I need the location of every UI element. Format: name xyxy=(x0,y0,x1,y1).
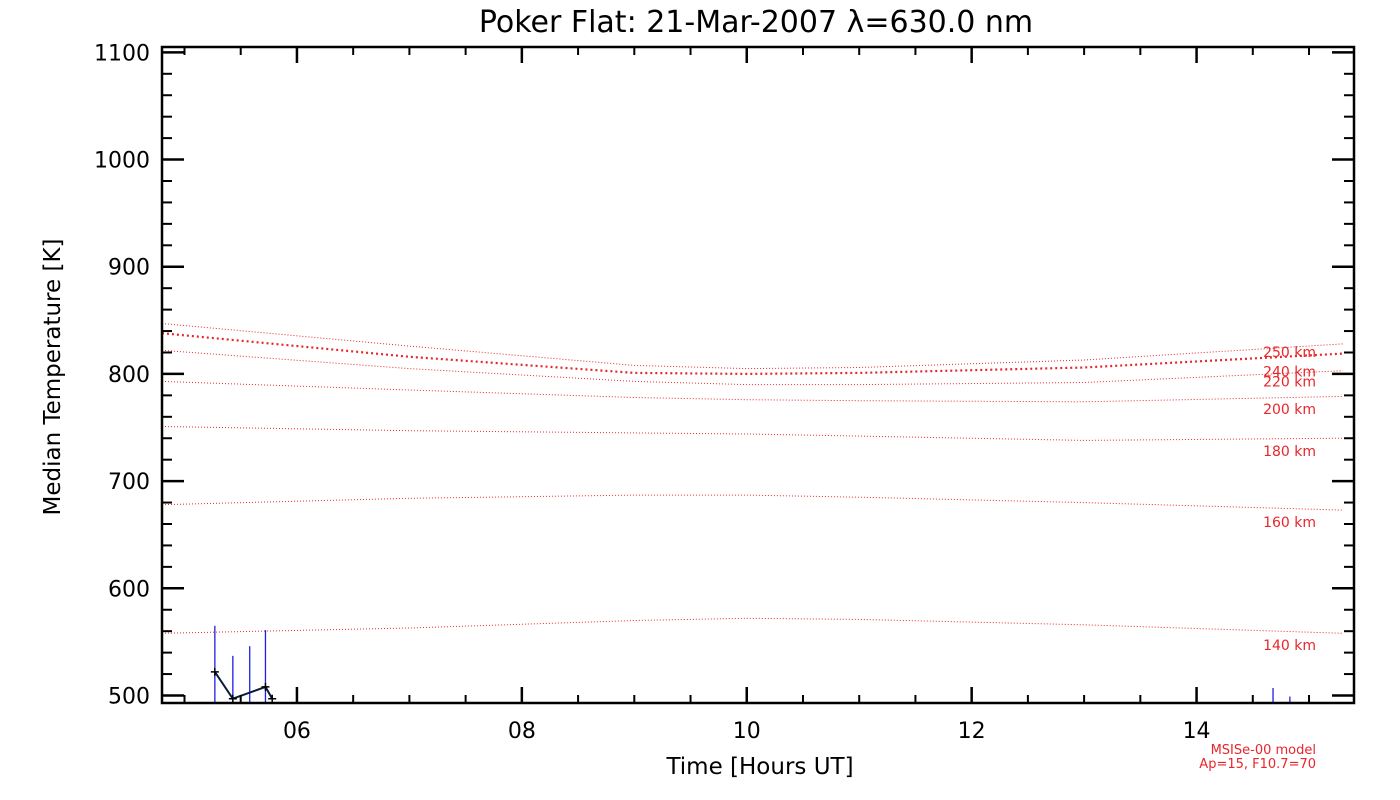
model-curve-220-km xyxy=(161,349,1343,386)
model-curve-240-km xyxy=(161,332,1343,376)
measurement-series xyxy=(210,625,1291,703)
y-tick-label: 1100 xyxy=(94,41,150,66)
model-params-note: Ap=15, F10.7=70 xyxy=(1199,757,1316,772)
x-axis-label: Time [Hours UT] xyxy=(665,754,853,780)
curve-label-220-km: 220 km xyxy=(1263,374,1316,390)
x-tick-label: 14 xyxy=(1183,719,1211,744)
model-note: MSISe-00 model xyxy=(1211,743,1316,758)
curve-label-160-km: 160 km xyxy=(1263,515,1316,531)
model-curve-250-km xyxy=(161,323,1343,370)
x-tick-label: 08 xyxy=(508,719,536,744)
model-curve-140-km xyxy=(161,617,1343,634)
x-tick-label: 10 xyxy=(733,719,761,744)
y-tick-label: 900 xyxy=(108,256,150,281)
y-tick-label: 500 xyxy=(108,684,150,709)
y-tick-label: 800 xyxy=(108,363,150,388)
model-curve-200-km xyxy=(161,380,1343,403)
model-curve-180-km xyxy=(161,426,1343,441)
tick-labels: 06 08 10 12 14 500 600 700 800 900 1000 1100 xyxy=(94,41,1211,744)
y-tick-label: 600 xyxy=(108,577,150,602)
x-tick-label: 06 xyxy=(283,719,311,744)
axis-ticks xyxy=(162,47,1354,703)
curve-label-240-km: 240 km xyxy=(1263,364,1316,380)
measurement-point xyxy=(210,667,219,676)
curve-label-200-km: 200 km xyxy=(1263,402,1316,418)
y-tick-label: 1000 xyxy=(94,149,150,174)
curve-label-140-km: 140 km xyxy=(1263,638,1316,654)
chart-title: Poker Flat: 21-Mar-2007 λ=630.0 nm xyxy=(479,5,1033,40)
x-tick-label: 12 xyxy=(958,719,986,744)
curve-label-180-km: 180 km xyxy=(1263,444,1316,460)
curve-label-250-km: 250 km xyxy=(1263,345,1316,361)
plot-frame xyxy=(160,45,1356,705)
measurement-point xyxy=(228,694,237,703)
measurement-point xyxy=(268,694,277,703)
measurement-point xyxy=(261,682,270,691)
y-axis-label: Median Temperature [K] xyxy=(40,239,66,516)
model-curve-160-km xyxy=(161,494,1343,511)
model-curves xyxy=(161,323,1343,634)
y-tick-label: 700 xyxy=(108,470,150,495)
measurement-line xyxy=(214,671,274,700)
